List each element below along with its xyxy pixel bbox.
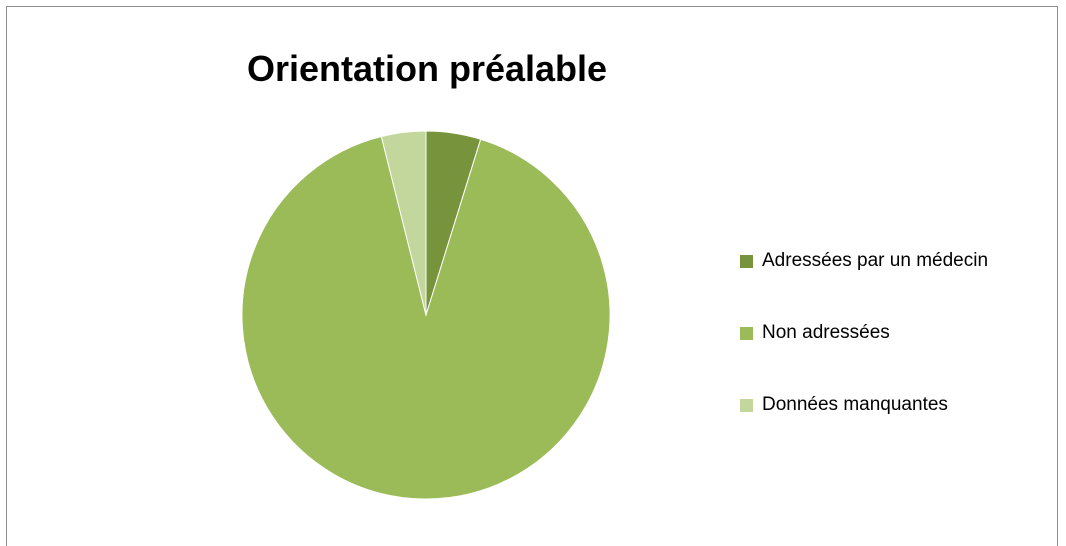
pie-slice-non-adressees xyxy=(241,135,611,500)
pie-slices xyxy=(241,130,611,500)
legend-label: Adressées par un médecin xyxy=(762,250,989,271)
legend-label: Non adressées xyxy=(762,322,890,343)
legend-swatch xyxy=(740,398,753,412)
pie-slice-donnees-manquantes xyxy=(380,130,427,316)
legend-item-adressees: Adressées par un médecin xyxy=(740,243,988,279)
legend-swatch xyxy=(740,254,753,268)
chart-title: Orientation préalable xyxy=(246,48,608,89)
legend-swatch xyxy=(740,326,753,340)
legend-item-donnees-manquantes: Données manquantes xyxy=(740,387,988,423)
legend: Adressées par un médecin Non adressées D… xyxy=(740,243,988,423)
legend-item-non-adressees: Non adressées xyxy=(740,315,988,351)
legend-label: Données manquantes xyxy=(762,394,948,415)
